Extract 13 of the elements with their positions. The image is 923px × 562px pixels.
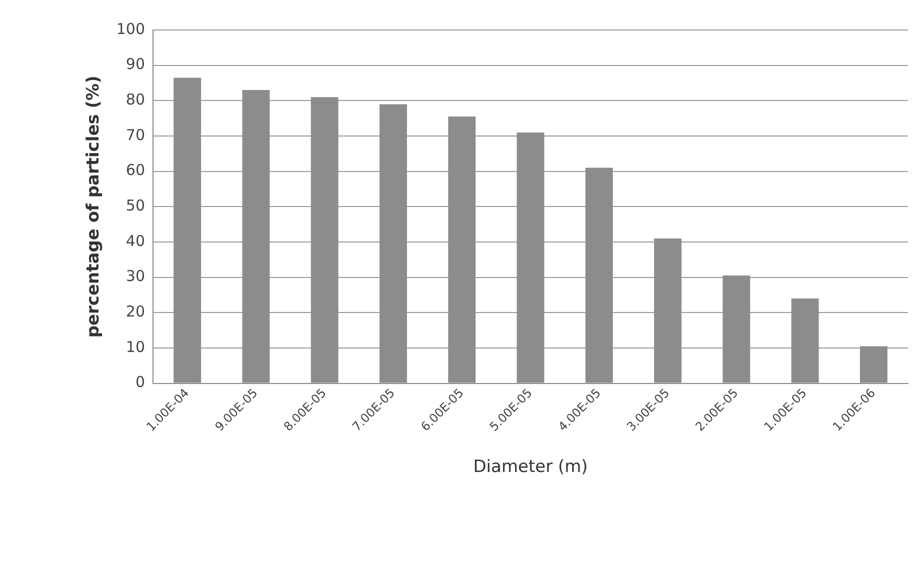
y-tick-label: 80 — [126, 90, 146, 109]
y-axis-title: percentage of particles (%) — [84, 76, 104, 338]
y-tick-label: 10 — [126, 338, 146, 356]
y-tick-label: 50 — [126, 196, 146, 215]
y-tick-label: 90 — [126, 55, 146, 74]
y-tick-label: 60 — [126, 161, 146, 180]
x-axis-title: Diameter (m) — [473, 457, 588, 478]
y-tick-label: 30 — [126, 267, 146, 286]
y-tick-label: 40 — [126, 232, 146, 250]
y-tick-label: 0 — [135, 373, 146, 392]
y-tick-label: 20 — [126, 302, 146, 321]
y-tick-label: 70 — [126, 126, 146, 144]
y-tick-label: 100 — [116, 20, 146, 38]
